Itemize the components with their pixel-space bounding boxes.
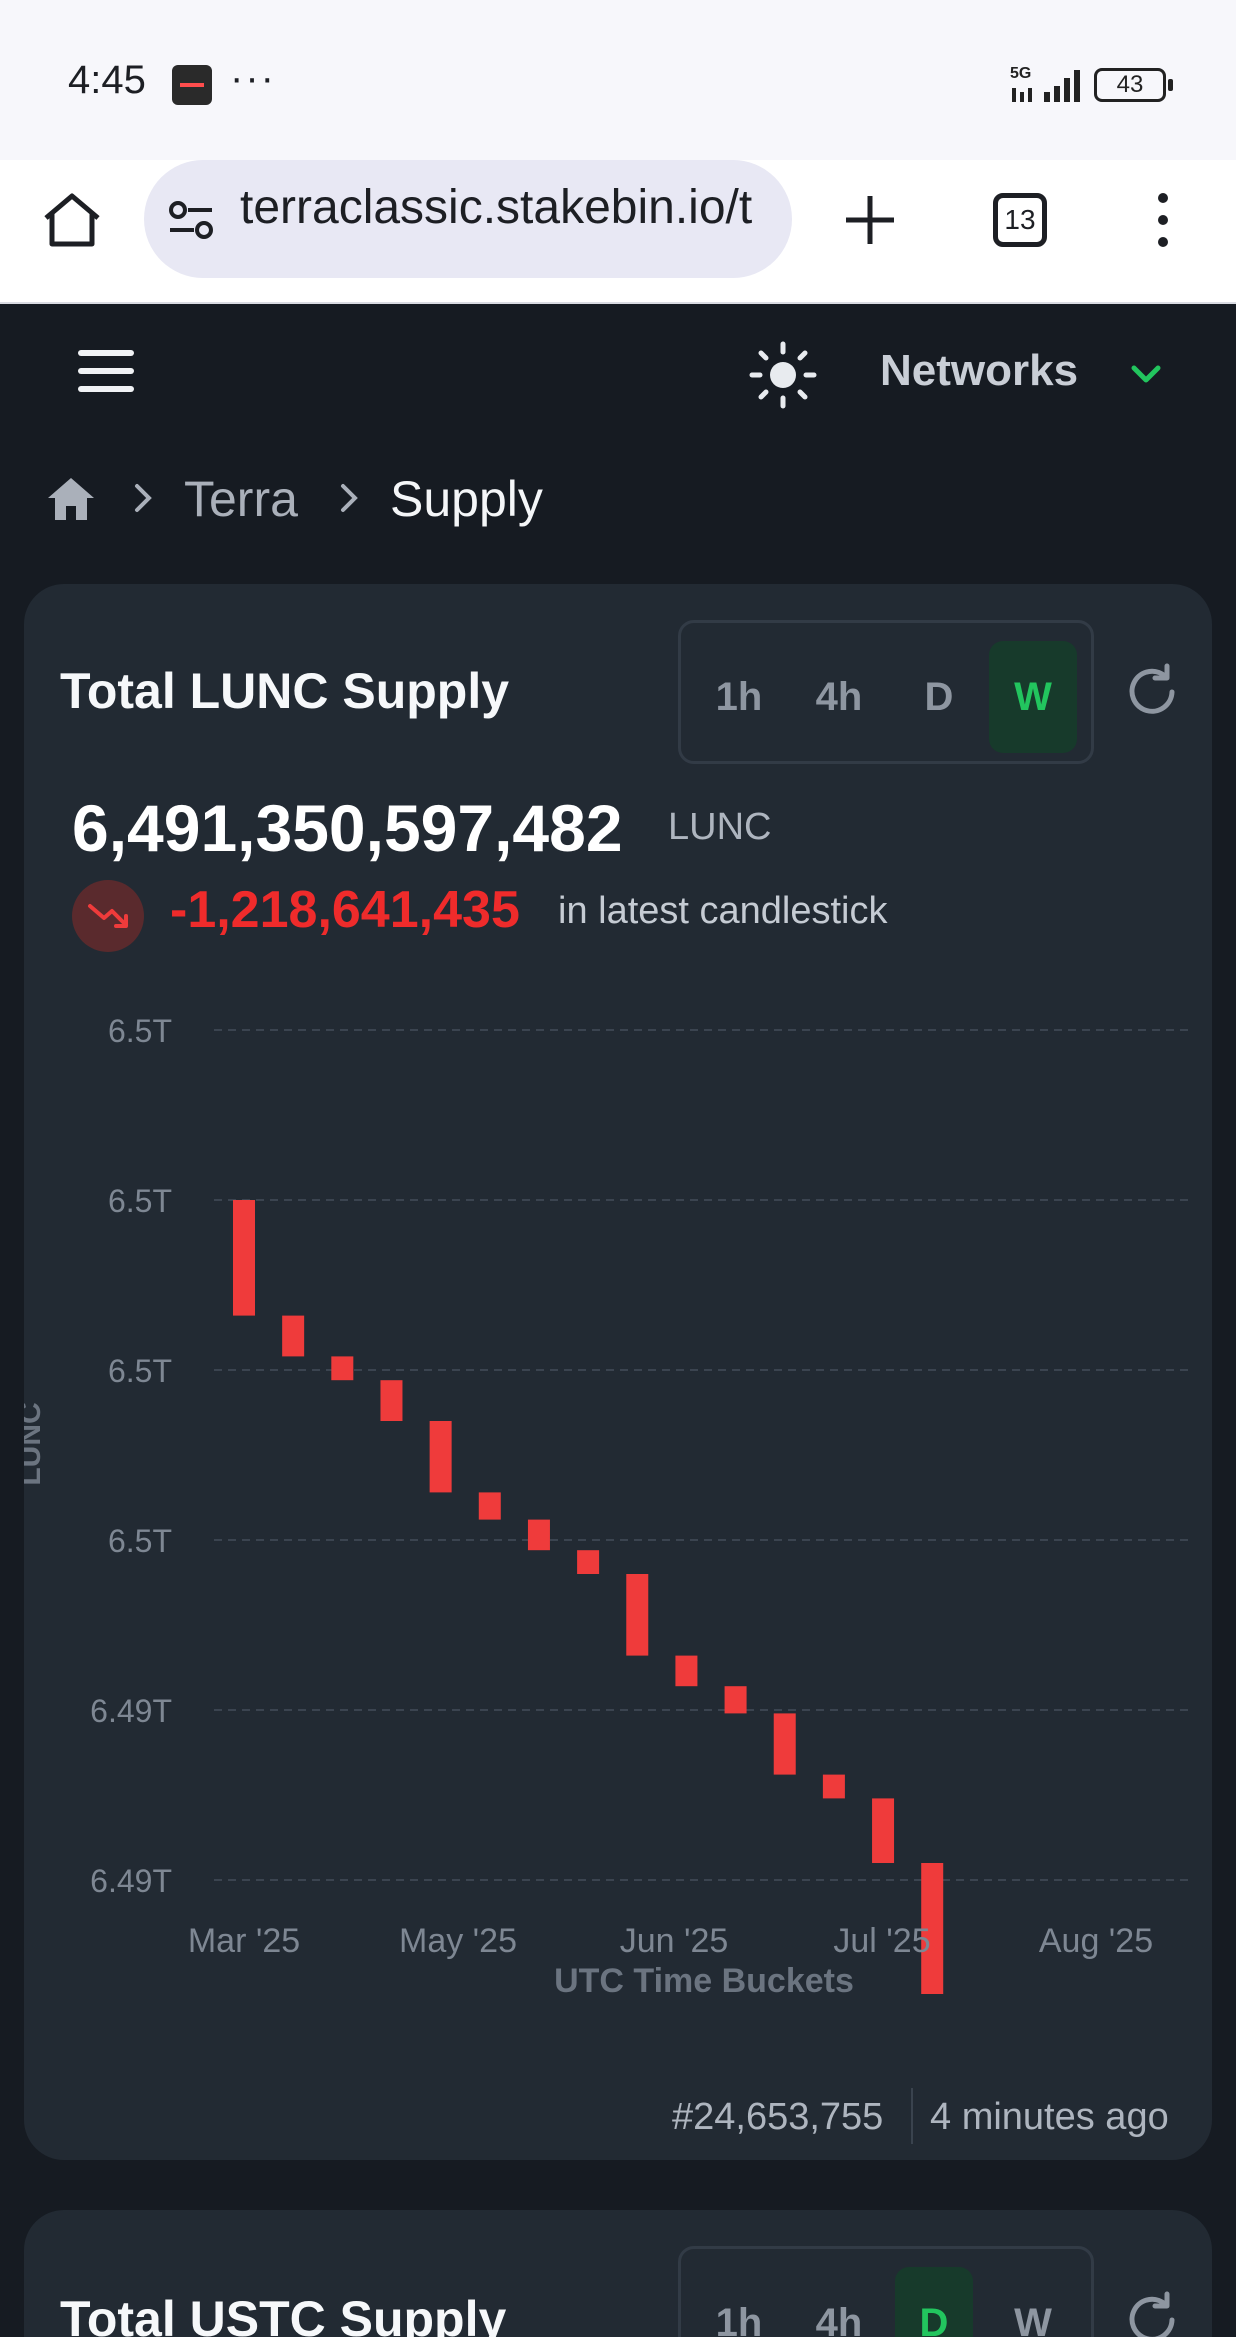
timeframe-4h-button[interactable]: 4h (815, 675, 863, 719)
new-tab-icon[interactable] (840, 190, 900, 250)
browser-menu-icon[interactable] (1148, 188, 1178, 252)
y-tick-label: 6.49T (90, 1863, 172, 1899)
x-axis-title: UTC Time Buckets (554, 1962, 854, 1994)
y-tick-label: 6.5T (108, 1523, 172, 1559)
candle-8 (577, 1550, 600, 1574)
x-tick-label: Mar '25 (188, 1922, 300, 1960)
timeframe-4h-button[interactable]: 4h (815, 2301, 863, 2337)
candle-12 (773, 1713, 796, 1775)
candle-14 (872, 1798, 895, 1863)
recording-icon (172, 65, 212, 105)
card2-title: Total USTC Supply (60, 2291, 507, 2337)
chevron-right-icon (341, 484, 358, 512)
chevron-down-icon[interactable] (1128, 360, 1164, 388)
candle-2 (282, 1315, 305, 1357)
candle-6 (478, 1492, 501, 1520)
block-number[interactable]: #24,653,755 (672, 2096, 884, 2138)
x-tick-label: Jul '25 (833, 1922, 930, 1960)
network-type-label: 5G (1010, 65, 1031, 82)
lunc-supply-card: Total LUNC Supply 1h 4h D W 6,491,350,59… (24, 584, 1212, 2160)
timeframe-selector-2: 1h 4h D W (678, 2246, 1094, 2337)
browser-toolbar: terraclassic.stakebin.io/t 13 (0, 160, 1236, 304)
battery-indicator: 43 (1094, 68, 1173, 102)
networks-dropdown[interactable]: Networks (880, 346, 1079, 395)
breadcrumb-terra[interactable]: Terra (184, 471, 298, 527)
footer-divider (911, 2088, 913, 2144)
supply-unit: LUNC (668, 806, 772, 848)
candle-15 (921, 1863, 944, 1994)
home-icon[interactable] (40, 188, 104, 252)
tab-switcher-button[interactable]: 13 (993, 193, 1047, 247)
supply-delta: -1,218,641,435 (170, 881, 520, 939)
candle-10 (675, 1655, 698, 1687)
updated-time: 4 minutes ago (930, 2096, 1169, 2138)
timeframe-selector: 1h 4h D W (678, 620, 1094, 764)
candle-9 (626, 1574, 649, 1656)
status-bar: 4:45 ··· 5G 43 (0, 0, 1236, 160)
hamburger-menu-icon[interactable] (78, 350, 136, 396)
ustc-supply-card: Total USTC Supply 1h 4h D W (24, 2210, 1212, 2337)
timeframe-d-button[interactable]: D (924, 675, 954, 719)
signal-icon: 5G (1010, 65, 1080, 102)
breadcrumb-home-icon[interactable] (46, 476, 96, 522)
y-axis-title: LUNC (24, 1402, 47, 1485)
candle-4 (380, 1380, 403, 1421)
y-tick-label: 6.5T (108, 1353, 172, 1389)
more-notifications-icon: ··· (230, 56, 276, 100)
delta-description: in latest candlestick (558, 890, 888, 932)
candle-3 (331, 1356, 354, 1381)
y-tick-label: 6.49T (90, 1693, 172, 1729)
status-time: 4:45 (68, 58, 146, 102)
timeframe-d-button[interactable]: D (895, 2267, 973, 2337)
timeframe-w-button[interactable]: W (1014, 2301, 1052, 2337)
trend-down-icon (72, 880, 144, 952)
candle-1 (233, 1200, 255, 1316)
refresh-icon[interactable] (1120, 660, 1184, 724)
candle-13 (822, 1774, 845, 1799)
chevron-right-icon (135, 484, 152, 512)
x-tick-label: Jun '25 (620, 1922, 729, 1960)
breadcrumb-supply: Supply (390, 471, 543, 527)
timeframe-1h-button[interactable]: 1h (715, 675, 763, 719)
refresh-icon[interactable] (1120, 2288, 1184, 2337)
timeframe-1h-button[interactable]: 1h (715, 2301, 763, 2337)
site-settings-icon[interactable] (168, 200, 214, 240)
supply-candlestick-chart[interactable]: 6.5T 6.5T 6.5T 6.5T 6.49T 6.49T Mar '25 May '25… (24, 994, 1212, 1994)
sun-icon[interactable] (748, 340, 818, 410)
candle-7 (527, 1519, 550, 1551)
candle-11 (724, 1686, 747, 1714)
url-text: terraclassic.stakebin.io/t (240, 181, 753, 234)
y-tick-label: 6.5T (108, 1183, 172, 1219)
y-tick-label: 6.5T (108, 1013, 172, 1049)
card-title: Total LUNC Supply (60, 663, 510, 719)
x-tick-label: May '25 (399, 1922, 517, 1960)
url-bar[interactable]: terraclassic.stakebin.io/t (144, 160, 792, 278)
timeframe-w-button[interactable]: W (989, 641, 1077, 753)
candle-5 (429, 1421, 452, 1493)
supply-value: 6,491,350,597,482 (72, 791, 623, 865)
x-tick-label: Aug '25 (1039, 1922, 1153, 1960)
